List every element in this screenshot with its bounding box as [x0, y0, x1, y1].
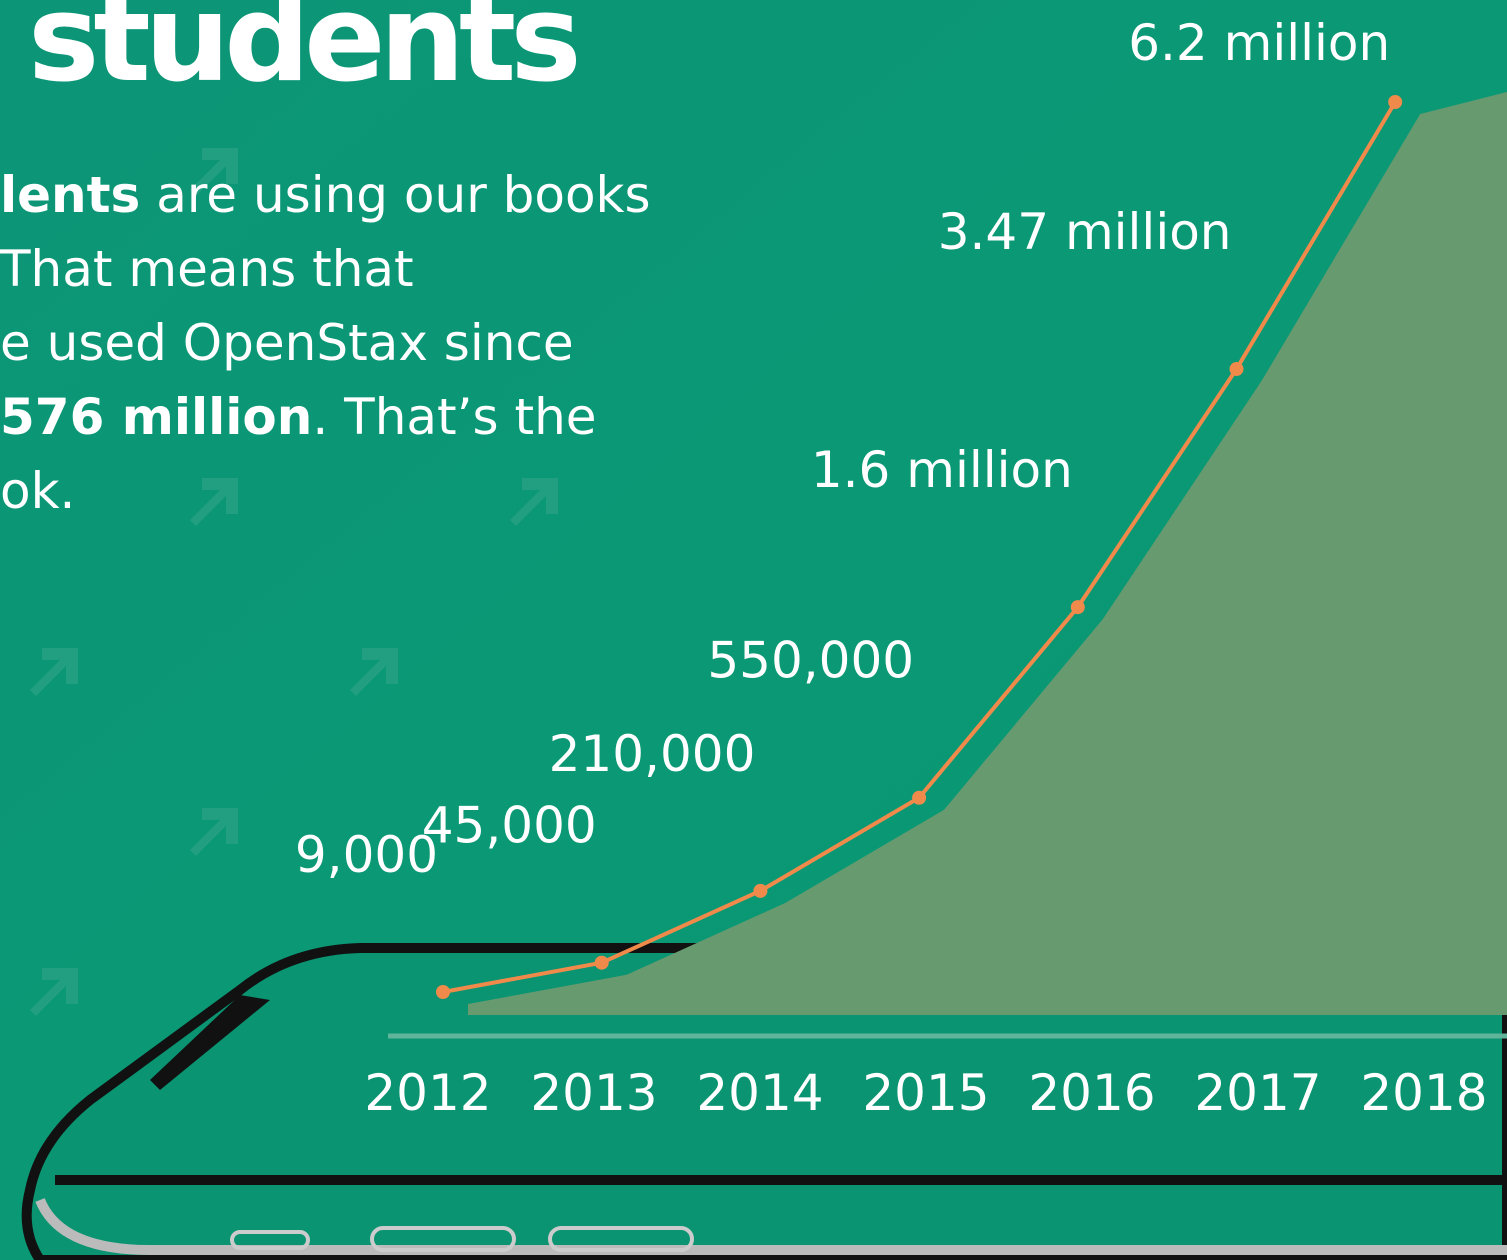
x-tick-label: 2018: [1360, 1064, 1487, 1122]
point: [753, 883, 768, 898]
x-tick-label: 2014: [696, 1064, 823, 1122]
title: students: [28, 0, 576, 109]
intro-segment: . That’s the: [312, 388, 596, 446]
intro-line: That means that: [0, 240, 414, 298]
intro-line: lents are using our books: [0, 166, 651, 224]
intro-line: e used OpenStax since: [0, 314, 574, 372]
x-tick-label: 2017: [1194, 1064, 1321, 1122]
point: [912, 790, 927, 805]
point: [1388, 95, 1403, 109]
intro-segment: are using our books: [140, 166, 650, 224]
intro-segment: lents: [0, 166, 140, 224]
x-tick-label: 2012: [364, 1064, 491, 1122]
value-label: 1.6 million: [811, 441, 1073, 499]
value-label: 550,000: [707, 632, 914, 690]
phone-edge: [35, 1197, 1507, 1255]
intro-segment: e used OpenStax since: [0, 314, 574, 372]
intro-segment: ok.: [0, 462, 75, 520]
intro-line: ok.: [0, 462, 75, 520]
x-tick-label: 2013: [530, 1064, 657, 1122]
value-label: 45,000: [422, 797, 597, 855]
point: [594, 955, 609, 970]
intro-line: 576 million. That’s the: [0, 388, 597, 446]
area: [468, 92, 1507, 1015]
chart: 9,000 2012 45,000 2013 210,000 2014 550,000 201…: [295, 14, 1507, 1122]
value-label: 3.47 million: [938, 203, 1232, 261]
x-tick-label: 2016: [1028, 1064, 1155, 1122]
point: [1070, 600, 1085, 615]
point: [436, 985, 450, 1000]
intro-segment: 576 million: [0, 388, 312, 446]
phone-buttons: [230, 1226, 694, 1252]
value-label: 6.2 million: [1128, 14, 1390, 72]
phone-notch: [150, 995, 270, 1090]
value-label: 9,000: [295, 826, 438, 884]
point: [1229, 362, 1244, 377]
intro-segment: That means that: [0, 240, 414, 298]
x-tick-label: 2015: [862, 1064, 989, 1122]
value-label: 210,000: [549, 725, 756, 783]
intro-text: lents are using our books That means tha…: [0, 166, 651, 520]
